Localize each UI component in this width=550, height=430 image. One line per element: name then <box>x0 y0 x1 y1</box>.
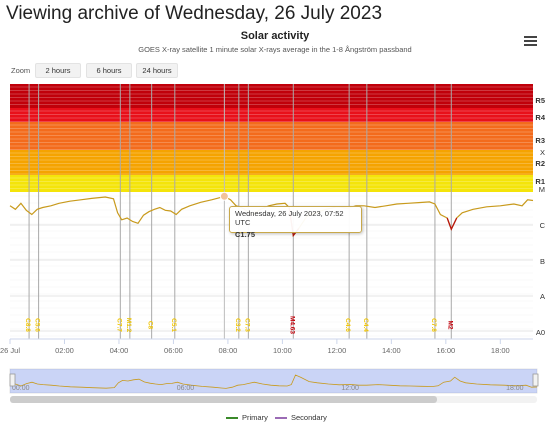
flare-label: C5.6 <box>34 318 41 332</box>
band-r4 <box>10 108 533 122</box>
page-title: Viewing archive of Wednesday, 26 July 20… <box>6 3 383 24</box>
navigator-tick-label: 12:00 <box>341 385 359 392</box>
chart-subtitle: GOES X-ray satellite 1 minute solar X-ra… <box>138 45 412 54</box>
zoom-6h-button[interactable]: 6 hours <box>86 63 132 78</box>
y-label-a: A <box>540 292 545 301</box>
primary-peak-highlight <box>446 217 458 231</box>
y-label-r1: R1 <box>535 177 545 186</box>
y-label-r4: R4 <box>535 113 545 122</box>
flare-label: C5.1 <box>170 318 177 332</box>
navigator-selection[interactable] <box>10 369 537 393</box>
hamburger-menu-icon[interactable] <box>524 36 537 47</box>
navigator-tick-label: 06:00 <box>177 385 195 392</box>
x-tick-label: 16:00 <box>436 346 455 355</box>
x-tick-label: 18:00 <box>491 346 510 355</box>
y-label-r5: R5 <box>535 96 545 105</box>
flare-label: C7.7 <box>115 318 122 332</box>
scrollbar-thumb[interactable] <box>10 396 437 403</box>
x-tick-label: 04:00 <box>110 346 129 355</box>
flare-label: C4.4 <box>362 318 369 332</box>
flare-label: C3.2 <box>234 318 241 332</box>
y-label-m: M <box>539 185 545 194</box>
y-label-r3: R3 <box>535 136 545 145</box>
navigator-handle[interactable] <box>9 373 16 387</box>
tooltip-value: C1.75 <box>235 230 256 239</box>
band-r5 <box>10 84 533 108</box>
flare-label: C8 <box>147 321 154 330</box>
tooltip-datetime: Wednesday, 26 July 2023, 07:52 UTC <box>235 209 344 227</box>
flare-label: C7.8 <box>430 318 437 332</box>
zoom-2h-button[interactable]: 2 hours <box>35 63 81 78</box>
x-tick-label: 10:00 <box>273 346 292 355</box>
legend-primary-symbol <box>226 417 238 420</box>
navigator-tick-label: 00:00 <box>12 385 30 392</box>
legend-primary-label: Primary <box>242 413 268 422</box>
y-label-a0: A0 <box>536 328 545 337</box>
x-tick-label: 12:00 <box>327 346 346 355</box>
flare-label: M4.63 <box>288 316 295 334</box>
chart-tooltip: Wednesday, 26 July 2023, 07:52 UTC C1.75 <box>229 206 362 239</box>
hover-point <box>219 191 229 201</box>
y-label-r2: R2 <box>535 159 545 168</box>
flare-label: M1.2 <box>125 318 132 333</box>
zoom-label: Zoom <box>11 66 31 75</box>
band-r2 <box>10 150 533 175</box>
navigator-tick-label: 18:00 <box>506 385 524 392</box>
flare-label: C8.8 <box>24 318 31 332</box>
zoom-24h-button[interactable]: 24 hours <box>136 63 178 78</box>
legend-secondary-label: Secondary <box>291 413 327 422</box>
flare-label: C7.3 <box>243 318 250 332</box>
legend-secondary[interactable]: Secondary <box>275 413 327 422</box>
y-label-b: B <box>540 257 545 266</box>
x-tick-label: 14:00 <box>382 346 401 355</box>
legend-primary[interactable]: Primary <box>226 413 268 422</box>
y-label-c: C <box>540 221 546 230</box>
x-tick-label: 02:00 <box>55 346 74 355</box>
navigator-series-line <box>9 374 538 389</box>
x-tick-label: 06:00 <box>164 346 183 355</box>
flare-label: M2 <box>446 320 453 329</box>
legend-secondary-symbol <box>275 417 287 420</box>
flare-label: C4.6 <box>344 318 351 332</box>
band-r3 <box>10 122 533 150</box>
x-tick-label: 26 Jul <box>0 346 20 355</box>
chart-title: Solar activity <box>240 30 310 42</box>
band-r1 <box>10 175 533 192</box>
navigator-handle[interactable] <box>532 373 539 387</box>
x-tick-label: 08:00 <box>219 346 238 355</box>
y-label-x: X <box>540 148 545 157</box>
